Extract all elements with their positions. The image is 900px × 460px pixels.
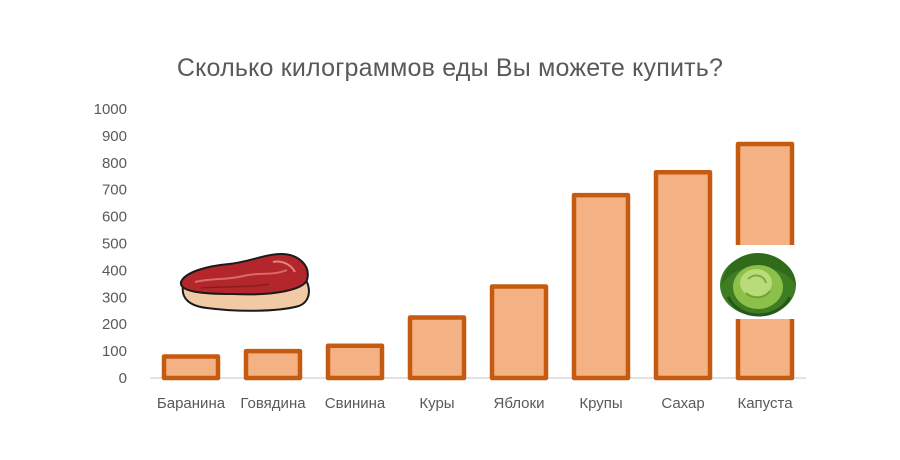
bar-5: [489, 284, 549, 381]
y-axis-ticks: 0 100 200 300 400 500 600 700 800 900 1000: [94, 101, 127, 387]
bar-4: [407, 315, 467, 381]
category-label: Свинина: [325, 395, 386, 412]
category-labels: Баранина Говядина Свинина Куры Яблоки Крупы Са…: [157, 395, 793, 412]
category-label: Баранина: [157, 395, 226, 412]
category-label: Говядина: [240, 395, 306, 412]
y-tick-label: 500: [102, 236, 127, 253]
bar-7: [653, 169, 713, 381]
y-tick-label: 300: [102, 289, 127, 306]
category-label: Капуста: [737, 395, 793, 412]
y-tick-label: 600: [102, 209, 127, 226]
steak-icon: [177, 252, 312, 314]
y-tick-label: 200: [102, 316, 127, 333]
y-tick-label: 900: [102, 128, 127, 145]
category-label: Сахар: [661, 395, 704, 412]
y-tick-label: 800: [102, 155, 127, 172]
category-label: Яблоки: [494, 395, 545, 412]
bar-3: [325, 343, 385, 381]
y-tick-label: 0: [119, 370, 127, 387]
chart-title: Сколько килограммов еды Вы можете купить…: [176, 54, 724, 82]
cabbage-icon: [718, 245, 798, 319]
y-tick-label: 100: [102, 343, 127, 360]
category-label: Крупы: [579, 395, 622, 412]
y-tick-label: 400: [102, 262, 127, 279]
bar-6: [571, 192, 631, 381]
y-tick-label: 700: [102, 182, 127, 199]
y-tick-label: 1000: [94, 101, 127, 118]
bar-2: [243, 348, 303, 381]
bar-1: [161, 354, 221, 381]
category-label: Куры: [419, 395, 454, 412]
